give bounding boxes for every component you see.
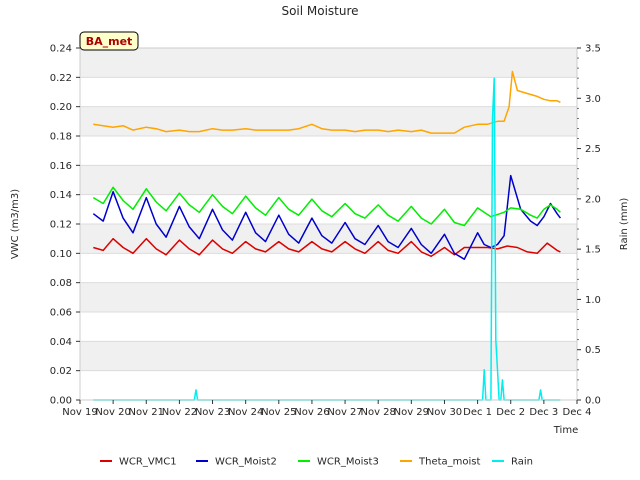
y-tick-label: 0.06 xyxy=(50,308,72,319)
y-tick-label: 0.02 xyxy=(50,366,72,377)
site-label-badge: BA_met xyxy=(79,31,139,51)
y-right-tick-label: 1.5 xyxy=(585,245,601,256)
x-tick-label: Nov 27 xyxy=(327,407,362,418)
x-axis-label: Time xyxy=(553,425,578,436)
y-axis-label: VWC (m3/m3) xyxy=(10,189,21,259)
series-line-wcr-moist3 xyxy=(92,186,561,227)
background-band xyxy=(80,165,577,195)
y-axis-right: 0.0 0.5 1.0 1.5 2.0 2.5 3.0 3.5 xyxy=(577,44,601,407)
legend-label: WCR_VMC1 xyxy=(119,457,177,468)
x-tick-label: Nov 28 xyxy=(360,407,395,418)
y-tick-label: 0.24 xyxy=(50,44,72,55)
x-tick-label: Dec 3 xyxy=(529,407,558,418)
y-right-tick-label: 3.0 xyxy=(585,94,601,105)
x-tick-label: Nov 26 xyxy=(294,407,329,418)
y-right-tick-label: 0.0 xyxy=(585,396,601,407)
y-right-tick-label: 3.5 xyxy=(585,44,601,55)
y-right-tick-label: 2.5 xyxy=(585,144,601,155)
series-line-theta-moist xyxy=(93,70,561,134)
x-tick-label: Nov 24 xyxy=(228,407,263,418)
y-tick-label: 0.22 xyxy=(50,73,72,84)
x-tick-label: Nov 19 xyxy=(62,407,97,418)
x-tick-label: Nov 21 xyxy=(129,407,164,418)
y-tick-label: 0.20 xyxy=(50,102,72,113)
y-right-tick-label: 1.0 xyxy=(585,295,601,306)
y-tick-label: 0.16 xyxy=(50,161,72,172)
x-tick-label: Dec 2 xyxy=(496,407,525,418)
background-band xyxy=(80,48,577,78)
y-tick-label: 0.04 xyxy=(50,337,72,348)
background-band xyxy=(80,341,577,371)
background-band xyxy=(80,282,577,312)
y-tick-label: 0.08 xyxy=(50,278,72,289)
chart-title: Soil Moisture xyxy=(281,4,358,18)
y-tick-label: 0.00 xyxy=(50,396,72,407)
legend-label: Theta_moist xyxy=(418,457,480,468)
y-tick-label: 0.14 xyxy=(50,190,72,201)
series-line-wcr-moist2 xyxy=(92,174,562,260)
series-line-wcr-vmc1 xyxy=(93,237,561,258)
site-label-box xyxy=(79,31,139,51)
legend-label: WCR_Moist3 xyxy=(317,457,379,468)
y-tick-label: 0.10 xyxy=(50,249,72,260)
y-axis-left: 0.00 0.02 0.04 0.06 0.08 0.10 0.12 0.14 0.16 0.18… xyxy=(50,44,80,407)
y-right-tick-label: 0.5 xyxy=(585,345,601,356)
y-right-tick-label: 2.0 xyxy=(585,194,601,205)
x-tick-label: Dec 1 xyxy=(463,407,492,418)
legend-label: WCR_Moist2 xyxy=(215,457,277,468)
y-tick-label: 0.18 xyxy=(50,132,72,143)
x-tick-label: Nov 25 xyxy=(261,407,296,418)
legend-label: Rain xyxy=(511,457,533,468)
x-tick-label: Nov 23 xyxy=(195,407,230,418)
x-tick-label: Nov 29 xyxy=(394,407,429,418)
x-tick-label: Nov 22 xyxy=(162,407,197,418)
site-label: BA_met xyxy=(86,35,133,48)
x-tick-label: Dec 4 xyxy=(563,407,592,418)
y-tick-label: 0.12 xyxy=(50,220,72,231)
x-tick-label: Nov 30 xyxy=(427,407,462,418)
y-axis-right-label: Rain (mm) xyxy=(619,198,630,251)
background-bands xyxy=(80,48,577,371)
x-tick-label: Nov 20 xyxy=(95,407,130,418)
legend: WCR_VMC1 WCR_Moist2 WCR_Moist3 Theta_moist R… xyxy=(100,457,533,468)
